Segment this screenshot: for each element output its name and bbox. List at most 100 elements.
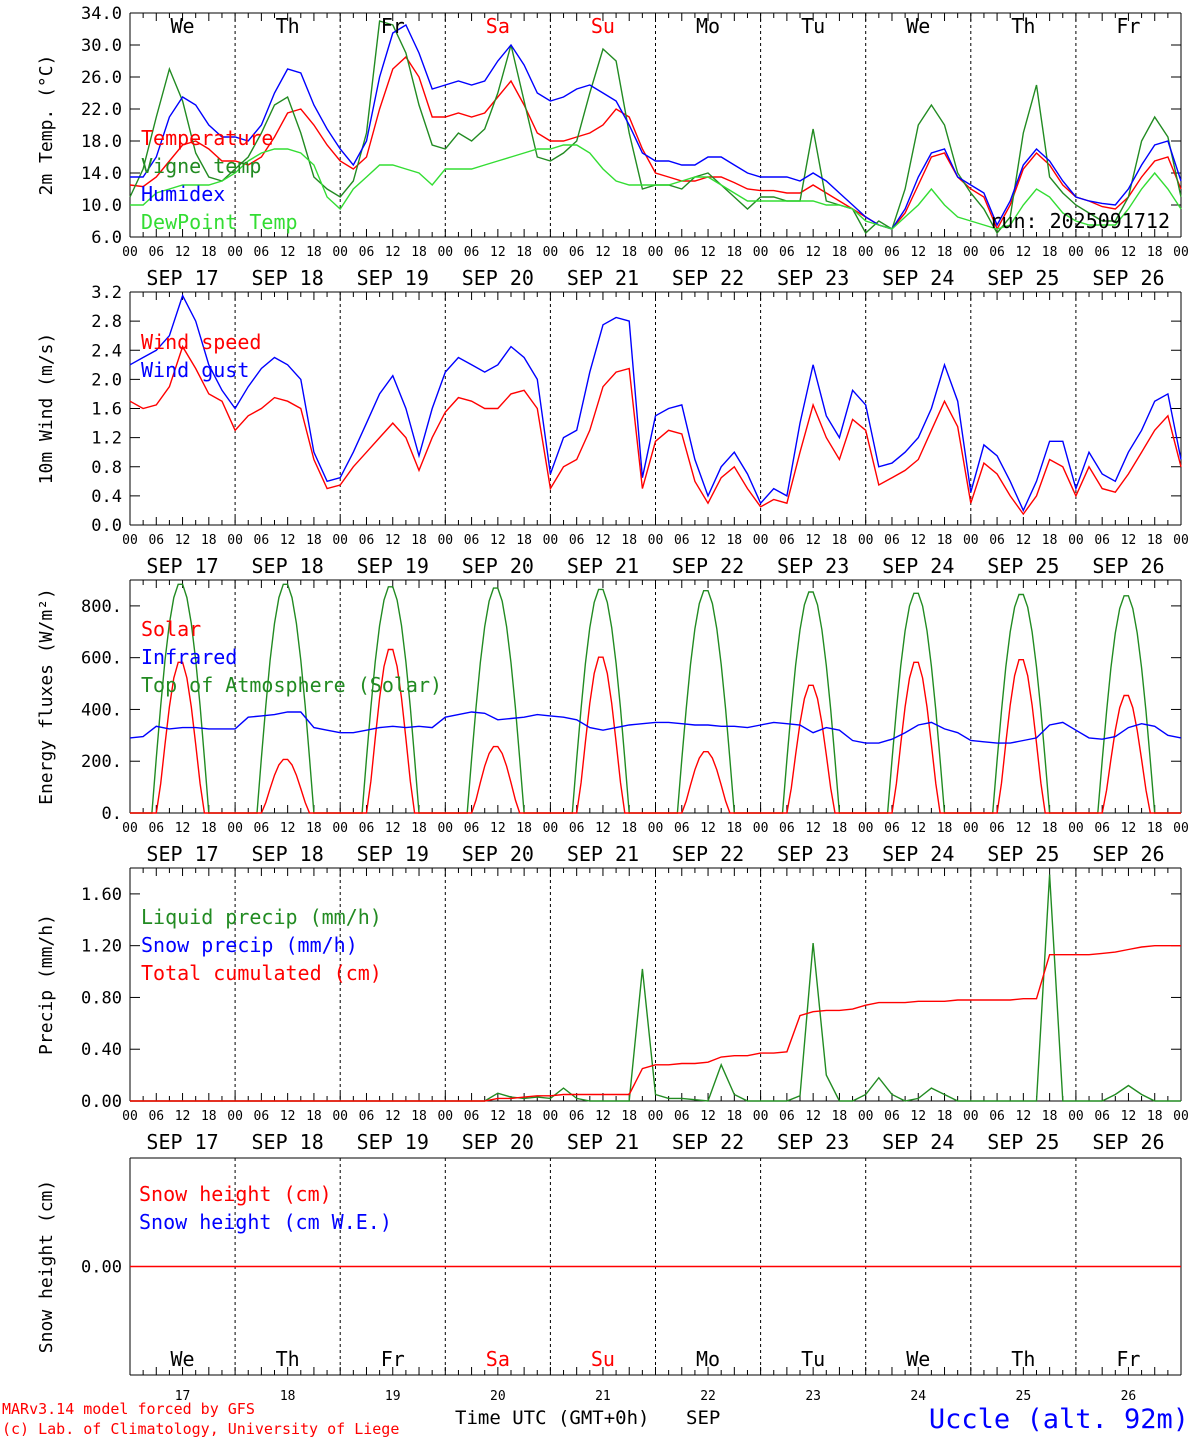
day-name-label: Th <box>276 1347 300 1371</box>
x-tick-label: 00 <box>858 245 874 260</box>
x-tick-label: 06 <box>674 1109 690 1124</box>
x-tick-label: 18 <box>832 533 848 548</box>
x-tick-label: 18 <box>937 533 953 548</box>
x-tick-label: 12 <box>595 821 611 836</box>
x-tick-label: 00 <box>1173 1109 1189 1124</box>
x-tick-label: 06 <box>779 533 795 548</box>
x-tick-label: 12 <box>595 245 611 260</box>
y-tick-label: 2.4 <box>91 341 122 361</box>
x-tick-label: 12 <box>700 533 716 548</box>
x-tick-label: 00 <box>648 821 664 836</box>
legend-entry: Infrared <box>141 645 237 669</box>
y-tick-label: 18.0 <box>81 132 122 152</box>
y-tick-label: 26.0 <box>81 68 122 88</box>
x-tick-label: 18 <box>621 1109 637 1124</box>
x-tick-label: 18 <box>937 245 953 260</box>
x-date-label: SEP 26 <box>1092 266 1164 290</box>
x-tick-label: 06 <box>1094 245 1110 260</box>
x-tick-label: 12 <box>385 245 401 260</box>
credit-line-2: (c) Lab. of Climatology, University of L… <box>2 1420 399 1438</box>
y-axis-label: Energy fluxes (W/m²) <box>36 588 57 805</box>
x-tick-label: 06 <box>884 821 900 836</box>
x-tick-label: 18 <box>306 1109 322 1124</box>
x-tick-label: 00 <box>753 821 769 836</box>
day-name-label: Th <box>1011 1347 1035 1371</box>
x-tick-label: 06 <box>884 533 900 548</box>
x-date-label: SEP 22 <box>672 1130 744 1154</box>
x-tick-label: 12 <box>385 1109 401 1124</box>
x-date-label: SEP 26 <box>1092 1130 1164 1154</box>
x-tick-label: 12 <box>700 1109 716 1124</box>
day-name-label: Fr <box>1116 14 1140 38</box>
x-tick-label: 00 <box>648 1109 664 1124</box>
x-tick-label: 18 <box>1042 245 1058 260</box>
x-date-label: SEP 21 <box>567 1130 639 1154</box>
x-tick-label: 18 <box>726 1109 742 1124</box>
x-tick-label: 00 <box>1173 533 1189 548</box>
x-tick-label: 18 <box>201 533 217 548</box>
x-tick-label: 12 <box>490 245 506 260</box>
x-tick-label: 12 <box>910 245 926 260</box>
x-tick-label: 18 <box>1042 533 1058 548</box>
series-line-total-cumulated <box>130 945 1181 1102</box>
x-tick-label: 18 <box>937 1109 953 1124</box>
x-tick-label: 18 <box>621 245 637 260</box>
x-tick-label: 00 <box>543 1109 559 1124</box>
legend-entry: Snow height (cm W.E.) <box>139 1210 392 1234</box>
x-tick-label: 12 <box>280 1109 296 1124</box>
x-date-label: SEP 25 <box>987 266 1059 290</box>
day-name-label: Fr <box>1116 1347 1140 1371</box>
x-tick-label: 12 <box>490 533 506 548</box>
day-number-label: 21 <box>595 1389 611 1404</box>
x-tick-label: 12 <box>700 821 716 836</box>
x-tick-label: 18 <box>726 821 742 836</box>
x-tick-label: 12 <box>1121 245 1137 260</box>
x-tick-label: 06 <box>779 1109 795 1124</box>
x-tick-label: 06 <box>148 821 164 836</box>
x-tick-label: 06 <box>1094 821 1110 836</box>
x-tick-label: 00 <box>1173 245 1189 260</box>
y-tick-label: 200. <box>81 752 122 772</box>
x-tick-label: 00 <box>963 821 979 836</box>
x-axis-title: Time UTC (GMT+0h) <box>455 1407 649 1429</box>
x-tick-label: 18 <box>411 821 427 836</box>
y-tick-label: 1.2 <box>91 429 122 449</box>
day-name-label: We <box>171 14 195 38</box>
x-tick-label: 00 <box>963 533 979 548</box>
x-date-label: SEP 21 <box>567 842 639 866</box>
x-tick-label: 18 <box>832 245 848 260</box>
y-tick-label: 600. <box>81 649 122 669</box>
day-number-label: 25 <box>1016 1389 1032 1404</box>
x-tick-label: 00 <box>437 821 453 836</box>
y-tick-label: 22.0 <box>81 100 122 120</box>
day-name-label: Sa <box>486 14 510 38</box>
x-date-label: SEP 19 <box>357 842 429 866</box>
legend-entry: Humidex <box>141 182 225 206</box>
legend-entry: Solar <box>141 617 201 641</box>
x-tick-label: 18 <box>937 821 953 836</box>
y-tick-label: 14.0 <box>81 164 122 184</box>
x-tick-label: 18 <box>411 1109 427 1124</box>
x-tick-label: 12 <box>700 245 716 260</box>
x-tick-label: 18 <box>832 821 848 836</box>
y-tick-label: 1.6 <box>91 400 122 420</box>
day-name-label: We <box>906 14 930 38</box>
x-tick-label: 00 <box>437 245 453 260</box>
day-number-label: 20 <box>490 1389 506 1404</box>
x-tick-label: 00 <box>332 533 348 548</box>
panel-2-yaxis: 0. 200. 400. 600. 800. Energy fluxes (W/m²) <box>36 588 1181 824</box>
x-date-label: SEP 17 <box>146 266 218 290</box>
y-tick-label: 0.8 <box>91 458 122 478</box>
x-tick-label: 06 <box>989 821 1005 836</box>
x-tick-label: 18 <box>1147 245 1163 260</box>
y-tick-label: 1.60 <box>81 885 122 905</box>
x-date-label: SEP 23 <box>777 554 849 578</box>
x-date-label: SEP 23 <box>777 266 849 290</box>
x-axis-month: SEP <box>686 1407 720 1429</box>
x-tick-label: 00 <box>227 533 243 548</box>
x-tick-label: 18 <box>621 821 637 836</box>
x-date-label: SEP 22 <box>672 266 744 290</box>
x-tick-label: 18 <box>201 1109 217 1124</box>
x-tick-label: 00 <box>543 533 559 548</box>
x-tick-label: 12 <box>1121 1109 1137 1124</box>
